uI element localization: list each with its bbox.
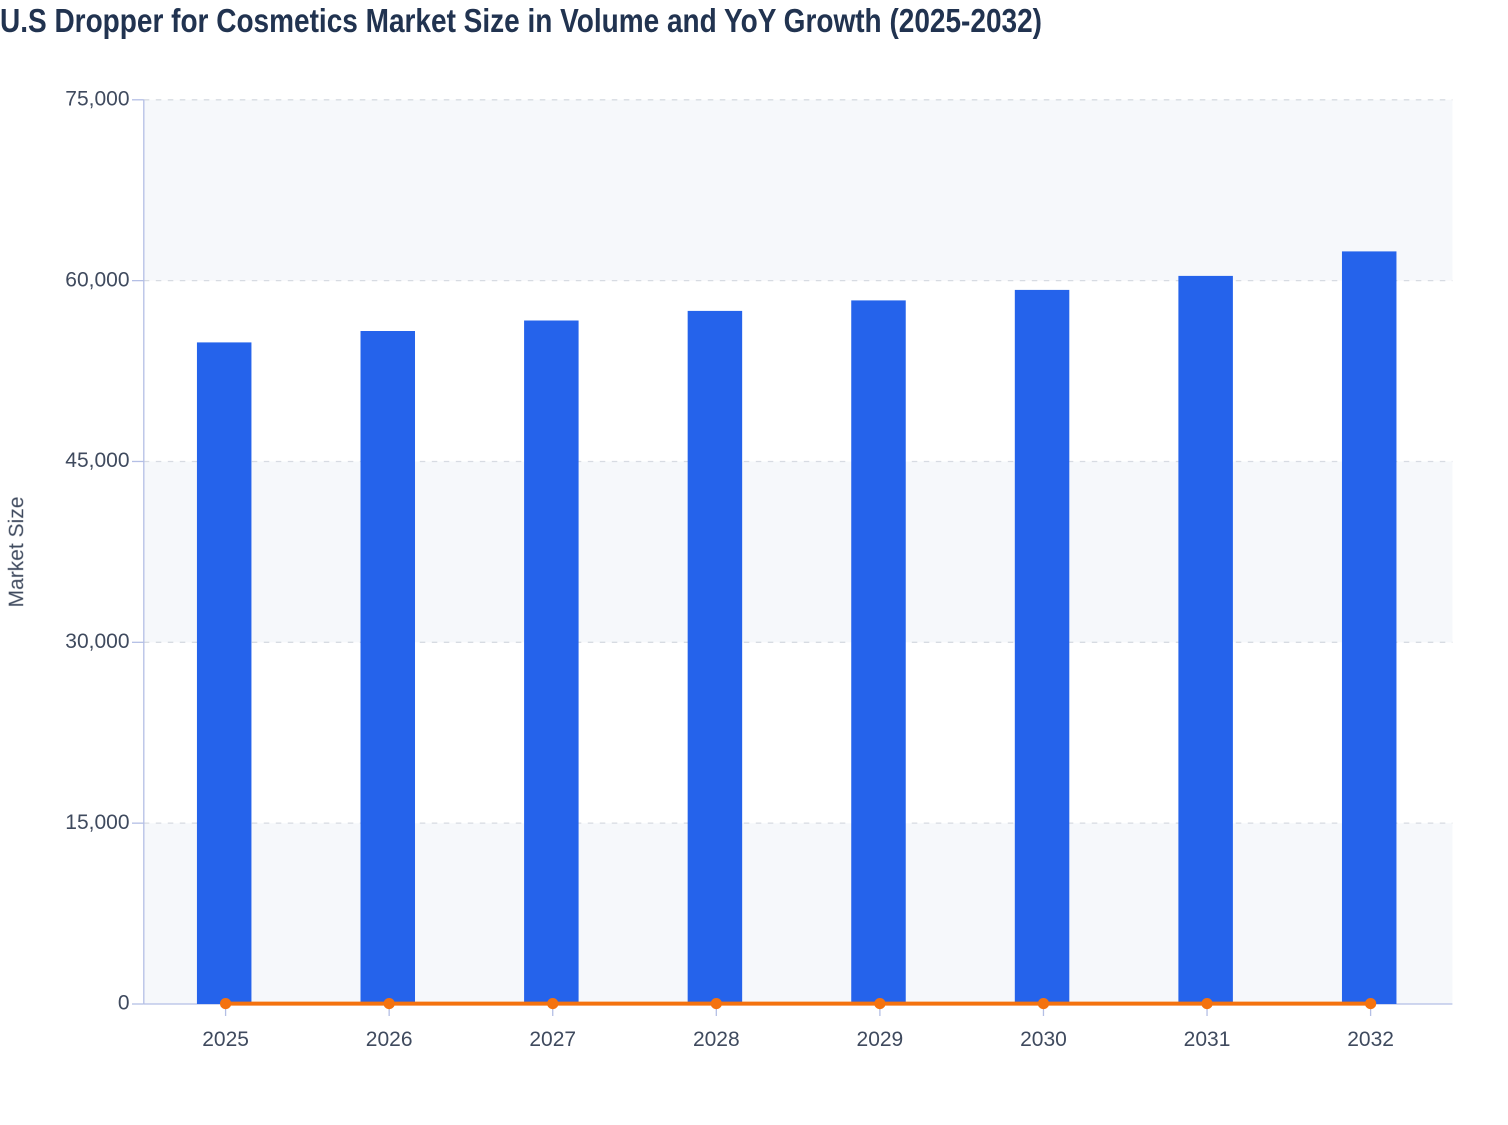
- svg-text:60,000: 60,000: [65, 268, 129, 291]
- svg-text:2032: 2032: [1347, 1028, 1394, 1051]
- svg-text:75,000: 75,000: [65, 88, 129, 111]
- svg-text:45,000: 45,000: [65, 449, 129, 472]
- svg-text:15,000: 15,000: [65, 811, 129, 834]
- svg-text:2025: 2025: [202, 1028, 249, 1051]
- svg-text:2031: 2031: [1184, 1028, 1231, 1051]
- svg-text:0: 0: [118, 992, 130, 1015]
- svg-text:2027: 2027: [529, 1028, 576, 1051]
- svg-text:2030: 2030: [1020, 1028, 1067, 1051]
- svg-text:Market Size: Market Size: [5, 497, 28, 608]
- svg-text:30,000: 30,000: [65, 630, 129, 653]
- svg-text:2028: 2028: [693, 1028, 740, 1051]
- svg-text:2029: 2029: [857, 1028, 904, 1051]
- svg-text:U.S Dropper for Cosmetics Mark: U.S Dropper for Cosmetics Market Size in…: [0, 2, 1042, 39]
- svg-text:2026: 2026: [366, 1028, 413, 1051]
